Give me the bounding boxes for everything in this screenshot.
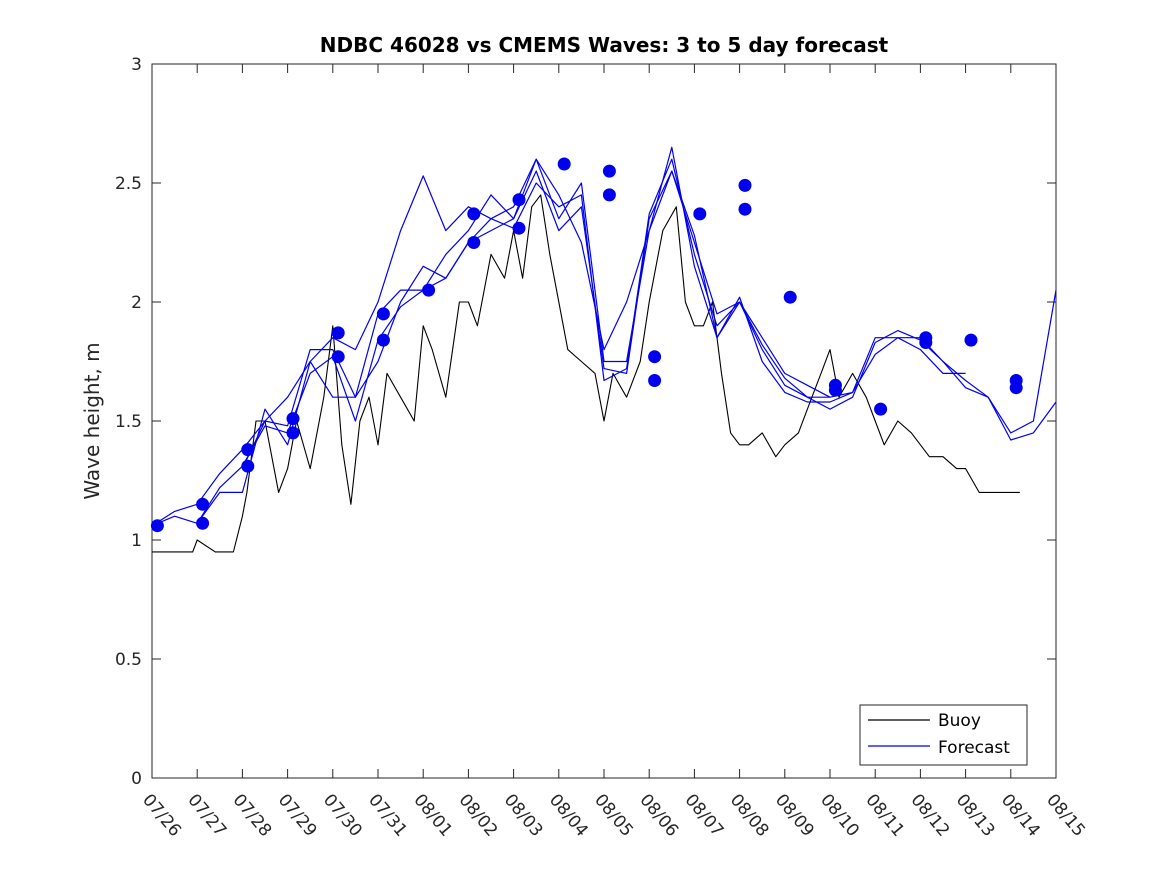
forecast-marker xyxy=(738,178,752,192)
y-tick-label: 3 xyxy=(131,55,142,75)
forecast-marker xyxy=(286,412,300,426)
legend-label-forecast: Forecast xyxy=(938,738,1010,758)
forecast-marker xyxy=(376,333,390,347)
x-tick-label: 08/15 xyxy=(1042,790,1089,840)
x-tick-label: 07/31 xyxy=(364,790,411,840)
x-tick-label: 07/28 xyxy=(229,790,276,840)
x-tick-label: 08/08 xyxy=(726,790,773,840)
x-tick-label: 08/12 xyxy=(907,790,954,840)
forecast-marker xyxy=(331,326,345,340)
x-tick-label: 07/30 xyxy=(319,790,366,840)
buoy-series-line xyxy=(152,194,1020,553)
x-tick-label: 08/11 xyxy=(861,790,908,840)
forecast-marker xyxy=(467,207,481,221)
forecast-marker xyxy=(467,236,481,249)
forecast-marker xyxy=(196,497,210,511)
y-tick-label: 1.5 xyxy=(115,412,142,432)
y-tick-label: 0 xyxy=(131,769,142,789)
forecast-marker xyxy=(738,202,752,216)
forecast-marker xyxy=(241,459,255,473)
forecast-marker xyxy=(241,443,255,457)
forecast-marker xyxy=(376,307,390,321)
forecast-marker xyxy=(828,383,842,397)
y-tick-label: 0.5 xyxy=(115,650,142,670)
x-tick-label: 07/26 xyxy=(138,790,185,840)
forecast-marker xyxy=(964,333,978,347)
x-tick-label: 08/04 xyxy=(545,790,592,840)
x-tick-label: 08/07 xyxy=(681,790,728,840)
forecast-marker xyxy=(1009,381,1023,395)
forecast-marker xyxy=(512,221,526,235)
forecast-marker xyxy=(286,426,300,440)
forecast-marker xyxy=(648,374,662,387)
x-tick-label: 07/27 xyxy=(183,790,230,840)
forecast-markers xyxy=(150,157,1023,533)
series-layer xyxy=(151,146,1057,553)
forecast-marker xyxy=(919,336,933,349)
forecast-series-line xyxy=(151,146,1057,527)
forecast-marker xyxy=(150,519,164,533)
forecast-marker xyxy=(512,193,526,207)
x-tick-label: 08/01 xyxy=(409,790,456,840)
forecast-series-line xyxy=(241,158,831,469)
y-tick-label: 1 xyxy=(131,531,142,551)
x-tick-label: 08/10 xyxy=(816,790,863,840)
forecast-marker xyxy=(422,283,436,297)
chart-title: NDBC 46028 vs CMEMS Waves: 3 to 5 day fo… xyxy=(320,33,889,57)
x-tick-label: 08/05 xyxy=(590,790,637,840)
x-tick-label: 07/29 xyxy=(274,790,321,840)
y-axis: 0 0.5 1 1.5 2 2.5 3 xyxy=(115,55,1056,789)
x-tick-label: 08/03 xyxy=(500,790,547,840)
forecast-marker xyxy=(693,207,707,221)
legend-box xyxy=(859,704,1028,766)
forecast-marker xyxy=(557,157,571,171)
forecast-marker xyxy=(196,516,210,530)
legend-label-buoy: Buoy xyxy=(938,711,981,731)
forecast-marker xyxy=(331,350,345,364)
y-axis-label: Wave height, m xyxy=(80,342,104,499)
x-tick-label: 08/06 xyxy=(635,790,682,840)
x-tick-label: 08/02 xyxy=(455,790,502,840)
y-tick-label: 2.5 xyxy=(115,174,142,194)
forecast-marker xyxy=(602,188,616,202)
forecast-marker xyxy=(648,350,662,364)
y-tick-label: 2 xyxy=(131,293,142,313)
x-tick-label: 08/09 xyxy=(771,790,818,840)
forecast-marker xyxy=(602,164,616,178)
forecast-marker xyxy=(783,290,797,304)
x-tick-label: 08/14 xyxy=(997,790,1044,840)
legend: Buoy Forecast xyxy=(859,704,1028,766)
x-tick-label: 08/13 xyxy=(952,790,999,840)
forecast-marker xyxy=(874,402,888,416)
forecast-series-line xyxy=(151,158,1057,527)
